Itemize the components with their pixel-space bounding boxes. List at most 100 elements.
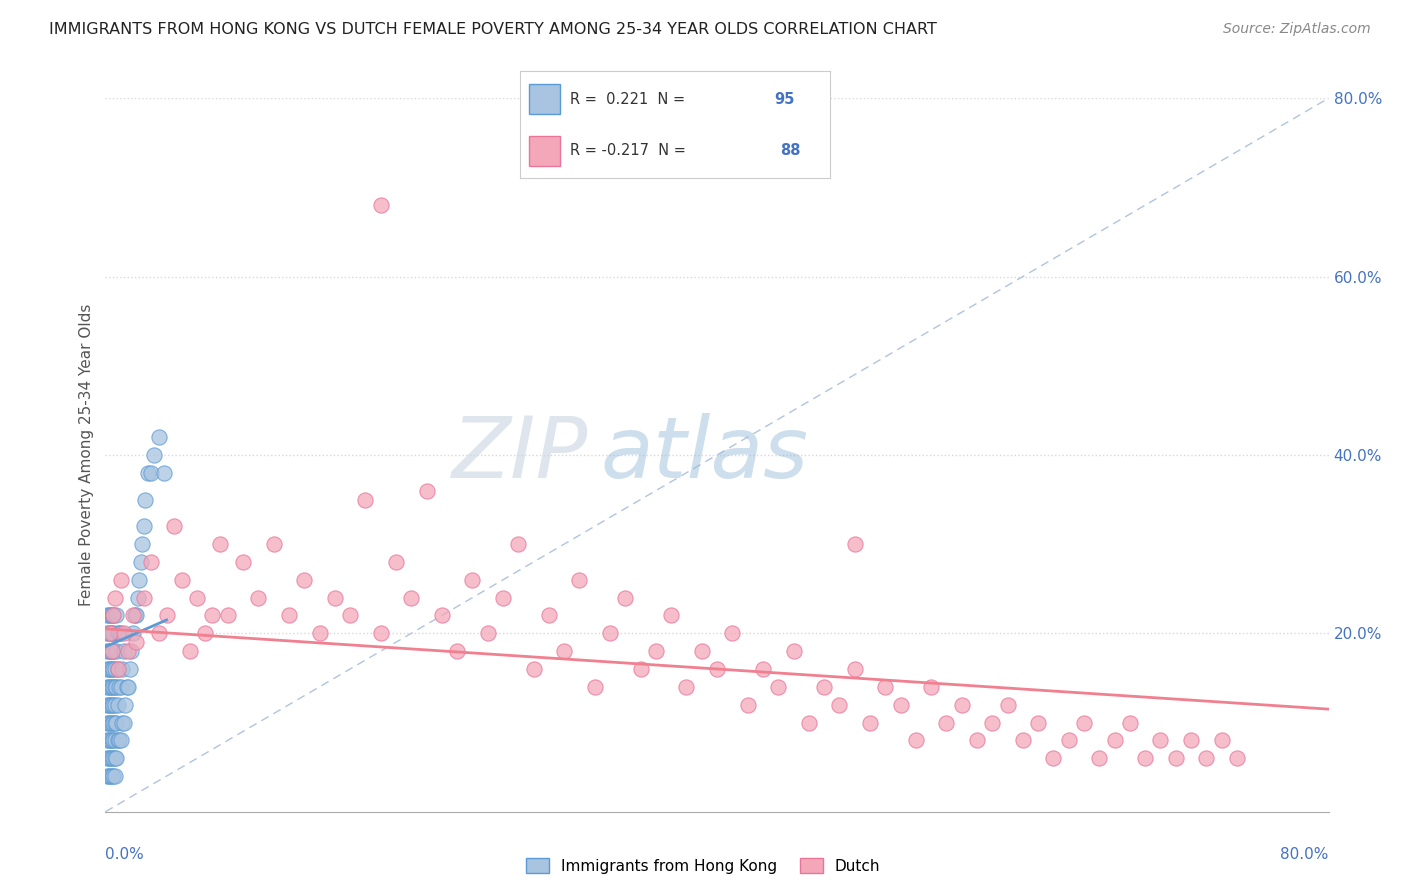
Point <box>278 608 301 623</box>
Point <box>583 680 606 694</box>
Point <box>110 733 132 747</box>
Point <box>107 733 129 747</box>
Point <box>120 644 142 658</box>
Text: Source: ZipAtlas.com: Source: ZipAtlas.com <box>1223 22 1371 37</box>
Point <box>997 698 1019 712</box>
Point <box>98 680 121 694</box>
Point <box>1133 751 1156 765</box>
Point <box>98 662 121 676</box>
Point <box>97 626 120 640</box>
Point <box>101 769 124 783</box>
Point <box>568 573 591 587</box>
Point <box>354 492 377 507</box>
Point <box>100 626 122 640</box>
Point <box>108 680 131 694</box>
Point <box>292 573 315 587</box>
Point <box>107 698 129 712</box>
Point <box>96 769 118 783</box>
Point <box>104 733 127 747</box>
Point <box>96 644 118 658</box>
Point <box>97 644 120 658</box>
Text: 88: 88 <box>780 143 800 158</box>
Point <box>1195 751 1218 765</box>
Point <box>875 680 897 694</box>
Point <box>101 644 124 658</box>
FancyBboxPatch shape <box>530 84 561 114</box>
Point <box>111 715 134 730</box>
Point <box>141 555 163 569</box>
Point <box>110 680 132 694</box>
Point <box>97 680 120 694</box>
Point <box>105 680 128 694</box>
Point <box>129 555 152 569</box>
Point <box>1211 733 1233 747</box>
Point <box>209 537 232 551</box>
Point <box>105 715 128 730</box>
Point <box>935 715 957 730</box>
Point <box>104 662 127 676</box>
Point <box>115 680 138 694</box>
Point <box>110 573 132 587</box>
Point <box>721 626 744 640</box>
Point <box>446 644 468 658</box>
Point <box>844 662 866 676</box>
Point <box>100 769 122 783</box>
Point <box>477 626 499 640</box>
Point <box>101 608 124 623</box>
Point <box>797 715 820 730</box>
Point <box>143 448 166 462</box>
Point <box>217 608 239 623</box>
Point <box>599 626 621 640</box>
Point <box>100 644 122 658</box>
Point <box>96 680 118 694</box>
Point <box>644 644 666 658</box>
Point <box>96 626 118 640</box>
Point <box>553 644 575 658</box>
Point <box>104 769 127 783</box>
Point <box>370 626 392 640</box>
Point <box>98 715 121 730</box>
Point <box>136 466 159 480</box>
Point <box>844 537 866 551</box>
Point <box>105 644 128 658</box>
Point <box>508 537 530 551</box>
Point <box>104 715 127 730</box>
Point <box>97 715 120 730</box>
Point <box>148 626 170 640</box>
Point <box>112 626 135 640</box>
Point <box>492 591 515 605</box>
Point <box>170 573 193 587</box>
Point <box>97 698 120 712</box>
Point <box>920 680 942 694</box>
Point <box>100 680 122 694</box>
Point <box>737 698 759 712</box>
Point <box>97 662 120 676</box>
Text: 0.0%: 0.0% <box>105 847 145 863</box>
Point <box>98 626 121 640</box>
Point <box>415 483 437 498</box>
Point <box>308 626 330 640</box>
Point <box>96 715 118 730</box>
Point <box>194 626 217 640</box>
Point <box>100 608 122 623</box>
Point <box>1104 733 1126 747</box>
Point <box>1088 751 1111 765</box>
Point <box>537 608 560 623</box>
Point <box>134 492 156 507</box>
Point <box>100 751 122 765</box>
Point <box>889 698 911 712</box>
Point <box>981 715 1004 730</box>
Point <box>101 680 124 694</box>
Point <box>108 733 131 747</box>
Point <box>97 733 120 747</box>
Point <box>98 698 121 712</box>
Point <box>98 608 121 623</box>
Point <box>100 733 122 747</box>
Point <box>323 591 346 605</box>
Point <box>614 591 637 605</box>
Point <box>1226 751 1249 765</box>
Point <box>97 751 120 765</box>
Point <box>163 519 186 533</box>
Point <box>385 555 408 569</box>
Point <box>101 626 124 640</box>
